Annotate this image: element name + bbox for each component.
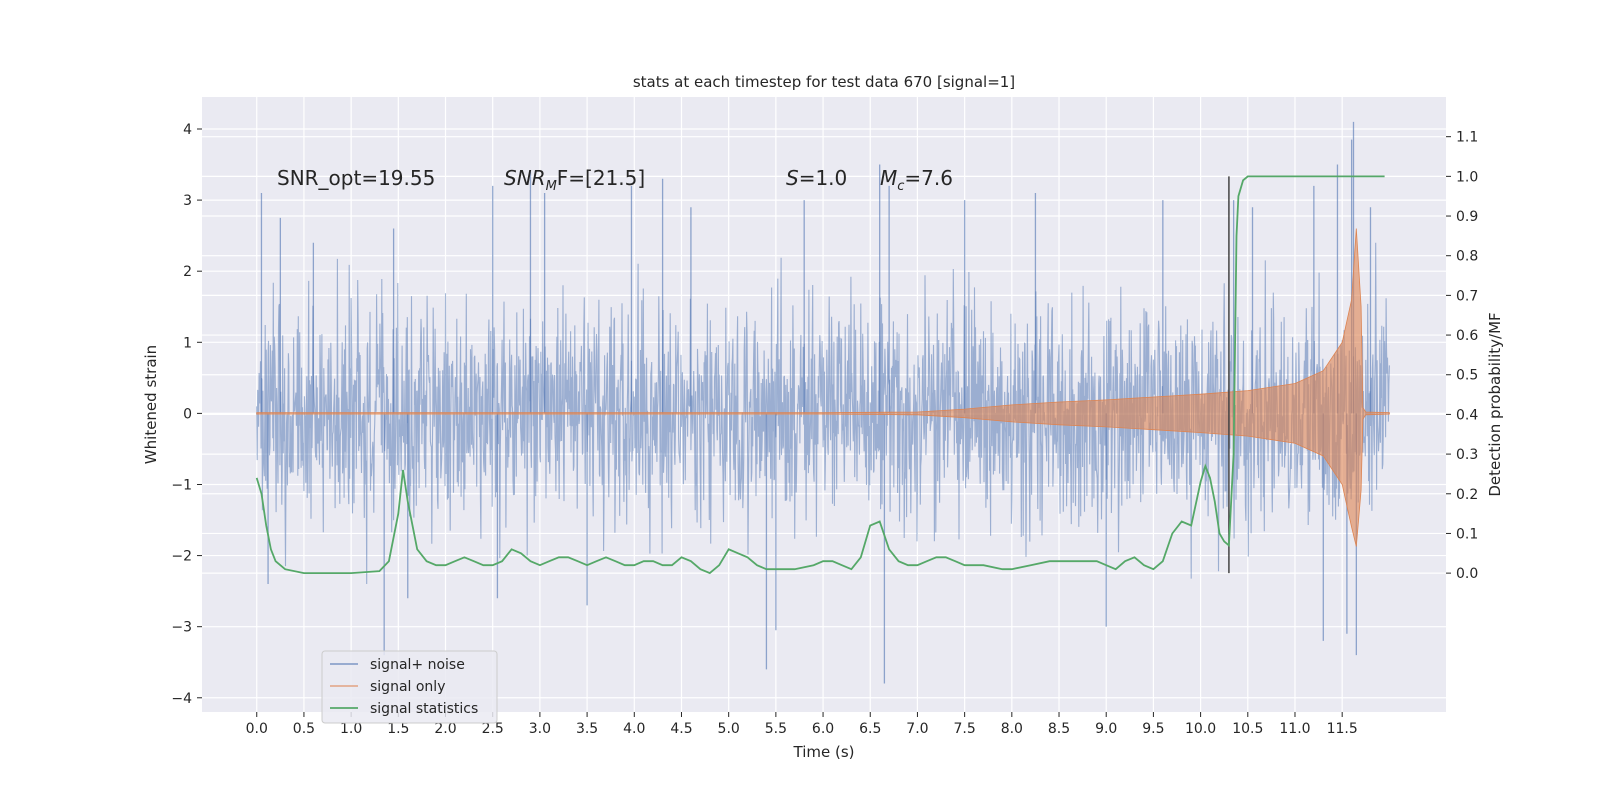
y-tick-label: 4 — [183, 122, 192, 138]
x-tick-label: 1.0 — [340, 721, 362, 737]
right-y-tick-label: 1.1 — [1456, 130, 1478, 146]
x-tick-label: 2.5 — [482, 721, 504, 737]
legend-label-signal-statistics: signal statistics — [370, 701, 478, 717]
x-tick-label: 11.5 — [1327, 721, 1358, 737]
x-tick-label: 6.5 — [859, 721, 881, 737]
legend: signal+ noise signal only signal statist… — [321, 650, 498, 724]
right-y-tick-label: 0.1 — [1456, 526, 1478, 542]
series-signal-statistics — [255, 175, 1385, 575]
right-y-tick-label: 0.3 — [1456, 447, 1478, 463]
series-area-signal-only — [256, 228, 1390, 547]
x-tick-label: 8.0 — [1001, 721, 1023, 737]
x-tick-label: 9.5 — [1142, 721, 1164, 737]
right-y-tick-label: 0.7 — [1456, 288, 1478, 304]
y-tick-label: 0 — [183, 406, 192, 422]
x-tick-label: 4.0 — [623, 721, 645, 737]
series-signal-only — [256, 228, 1390, 547]
x-tick-label: 2.0 — [434, 721, 456, 737]
y-tick-label: −2 — [171, 549, 192, 565]
x-tick-label: 7.5 — [954, 721, 976, 737]
annotation-s-symbol: S — [786, 166, 799, 190]
x-tick-label: 5.0 — [718, 721, 740, 737]
annotation-snr-mf-sub: M — [546, 179, 557, 194]
right-y-tick-label: 0.0 — [1456, 566, 1478, 582]
right-y-tick-label: 0.4 — [1456, 407, 1478, 423]
right-y-axis-label: Detection probability/MF — [1486, 312, 1504, 496]
annotation-mc-symbol: M — [880, 166, 897, 190]
y-axis-label: Whitened strain — [142, 345, 160, 464]
series-line-signal-statistics — [255, 175, 1385, 575]
x-axis-label: Time (s) — [793, 743, 855, 761]
annotation-mc: Mc=7.6 — [880, 166, 953, 194]
x-tick-label: 9.0 — [1095, 721, 1117, 737]
x-tick-label: 7.0 — [906, 721, 928, 737]
x-tick-label: 8.5 — [1048, 721, 1070, 737]
annotation-s: S=1.0 — [786, 166, 847, 190]
y-tick-label: −3 — [171, 620, 192, 636]
legend-label-signal-only: signal only — [370, 679, 445, 695]
annotation-snr-mf-main: SNR — [504, 166, 546, 190]
annotations: SNR_opt=19.55 SNRMF=[21.5] S=1.0 Mc=7.6 — [277, 166, 953, 194]
legend-box — [321, 650, 498, 724]
annotation-snr-opt: SNR_opt=19.55 — [277, 166, 435, 190]
x-tick-label: 3.5 — [576, 721, 598, 737]
y-tick-label: 1 — [183, 335, 192, 351]
x-tick-label: 6.0 — [812, 721, 834, 737]
chart-title: stats at each timestep for test data 670… — [633, 73, 1015, 91]
right-y-tick-label: 0.6 — [1456, 328, 1478, 344]
annotation-mc-sub: c — [897, 179, 904, 194]
x-tick-label: 1.5 — [387, 721, 409, 737]
x-tick-label: 3.0 — [529, 721, 551, 737]
right-y-tick-label: 0.5 — [1456, 368, 1478, 384]
x-tick-label: 10.5 — [1232, 721, 1263, 737]
right-y-tick-label: 0.2 — [1456, 487, 1478, 503]
series-signal-noise — [256, 121, 1390, 684]
y-tick-label: −1 — [171, 477, 192, 493]
x-tick-label: 10.0 — [1185, 721, 1216, 737]
x-tick-label: 0.0 — [246, 721, 268, 737]
annotation-s-value: =1.0 — [799, 166, 848, 190]
y-tick-label: −4 — [171, 691, 192, 707]
right-y-tick-label: 1.0 — [1456, 169, 1478, 185]
right-y-tick-label: 0.9 — [1456, 209, 1478, 225]
annotation-snr-mf: SNRMF=[21.5] — [504, 166, 645, 194]
x-tick-label: 0.5 — [293, 721, 315, 737]
x-tick-label: 11.0 — [1279, 721, 1310, 737]
y-tick-label: 2 — [183, 264, 192, 280]
right-y-tick-label: 0.8 — [1456, 249, 1478, 265]
x-tick-label: 5.5 — [765, 721, 787, 737]
y-tick-label: 3 — [183, 193, 192, 209]
axes: 0.0 0.5 1.0 1.5 2.0 2.5 3.0 3.5 4.0 4.5 5.0 5.5 6.0 6… — [171, 122, 1478, 737]
annotation-mc-value: =7.6 — [904, 166, 953, 190]
x-tick-label: 4.5 — [670, 721, 692, 737]
legend-label-signal-noise: signal+ noise — [370, 657, 465, 673]
annotation-snr-mf-rest: F=[21.5] — [557, 166, 645, 190]
